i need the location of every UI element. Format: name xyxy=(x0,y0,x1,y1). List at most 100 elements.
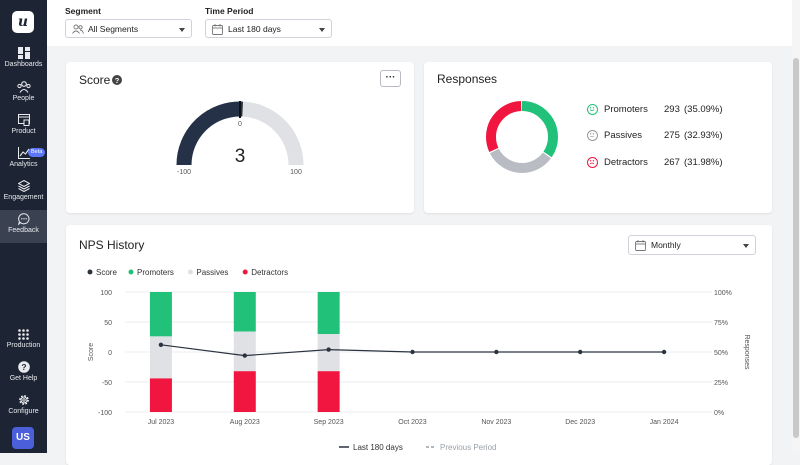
scrollbar-thumb[interactable] xyxy=(793,58,799,438)
previous-period-label[interactable]: Previous Period xyxy=(440,443,496,452)
nps-history-card: NPS History Monthly xyxy=(66,225,772,465)
legend-label: Score xyxy=(96,268,117,277)
legend-item-promoters[interactable]: Promoters xyxy=(128,268,174,277)
legend-item-score[interactable]: Score xyxy=(87,268,118,277)
interval-select[interactable]: Monthly xyxy=(628,235,756,255)
y-axis-label: Score xyxy=(88,343,95,361)
gear-icon xyxy=(18,395,29,405)
bar-promoters[interactable] xyxy=(233,292,256,332)
x-tick-label: Oct 2023 xyxy=(398,419,427,426)
time-period-label: Time Period xyxy=(205,6,254,16)
sidebar-item-label: Configure xyxy=(8,408,39,415)
bar-passives[interactable] xyxy=(149,336,172,379)
current-period-label[interactable]: Last 180 days xyxy=(353,443,403,452)
sidebar-item-production[interactable]: Production xyxy=(0,329,47,361)
legend-label: Passives xyxy=(196,268,228,277)
sidebar-item-dashboards[interactable]: Dashboards xyxy=(0,47,47,79)
sidebar-item-label: Product xyxy=(11,128,36,135)
score-gauge: 0 -100 100 3 xyxy=(176,101,304,176)
sidebar-item-feedback[interactable]: Feedback xyxy=(0,210,47,243)
promoters-label: Promoters xyxy=(604,104,648,115)
score-value: 3 xyxy=(235,146,246,167)
y-tick-label: -100 xyxy=(98,410,112,417)
x-tick-label: Jan 2024 xyxy=(650,419,679,426)
sidebar-item-product[interactable]: Product xyxy=(0,114,47,146)
bar-promoters[interactable] xyxy=(149,292,172,337)
bar-detractors[interactable] xyxy=(233,371,256,412)
more-options-button[interactable]: ··· xyxy=(380,70,401,87)
score-point[interactable] xyxy=(326,347,331,352)
chevron-down-icon xyxy=(319,28,325,32)
score-title: Score xyxy=(79,73,111,87)
donut-slice-promoters xyxy=(486,101,558,173)
bar-detractors[interactable] xyxy=(149,378,172,412)
nps-history-chart: Score Promoters Passives Detractors 100 100%… xyxy=(87,268,750,452)
responses-card: Responses Promoters 293 (35.09%) Passive… xyxy=(424,62,772,213)
help-icon[interactable]: ? xyxy=(112,75,122,85)
bar-promoters[interactable] xyxy=(317,292,340,334)
score-point[interactable] xyxy=(242,353,247,358)
score-point[interactable] xyxy=(158,342,164,347)
score-point[interactable] xyxy=(661,349,667,355)
responses-title: Responses xyxy=(437,72,498,86)
dashboard-icon xyxy=(17,47,30,59)
gauge-mid-label: 0 xyxy=(238,121,242,128)
sidebar-item-engagement[interactable]: Engagement xyxy=(0,180,47,212)
score-point[interactable] xyxy=(578,349,583,355)
sidebar-item-analytics[interactable]: Beta Analytics xyxy=(0,147,47,179)
svg-text:?: ? xyxy=(115,76,120,85)
y-tick-label: 50 xyxy=(104,320,112,327)
sidebar-item-label: Production xyxy=(6,342,41,349)
legend-label: Promoters xyxy=(137,268,174,277)
legend-item-detractors[interactable]: Detractors xyxy=(242,268,288,277)
bar-detractors[interactable] xyxy=(317,371,340,412)
y-tick-label: 100 xyxy=(100,290,112,297)
sidebar-item-people[interactable]: People xyxy=(0,81,47,113)
bar-passives[interactable] xyxy=(317,334,340,372)
legend-swatch xyxy=(128,269,134,275)
product-icon xyxy=(17,114,30,126)
analytics-icon xyxy=(17,147,30,159)
donut-slice-passives xyxy=(486,101,558,173)
svg-text:?: ? xyxy=(21,362,26,372)
segment-select[interactable]: All Segments xyxy=(65,19,192,38)
smile-icon xyxy=(587,104,598,115)
avatar[interactable]: US xyxy=(12,427,34,449)
detractors-pct: (31.98%) xyxy=(684,157,723,168)
bar-passives[interactable] xyxy=(233,331,256,372)
sidebar-item-configure[interactable]: Configure xyxy=(0,394,47,426)
score-point[interactable] xyxy=(410,349,415,355)
sidebar-item-label: People xyxy=(12,95,35,102)
feedback-icon xyxy=(17,213,29,225)
time-period-select[interactable]: Last 180 days xyxy=(205,19,332,38)
legend-item-passives[interactable]: Passives xyxy=(187,268,229,277)
sidebar-item-label: Analytics xyxy=(9,161,38,168)
x-tick-label: Sep 2023 xyxy=(314,419,344,426)
x-tick-label: Nov 2023 xyxy=(481,419,511,426)
sidebar-item-get-help[interactable]: ? Get Help xyxy=(0,361,47,393)
calendar-icon xyxy=(212,24,223,35)
x-tick-label: Aug 2023 xyxy=(230,419,260,426)
sidebar-item-label: Engagement xyxy=(3,194,44,201)
app-logo[interactable]: u xyxy=(12,11,34,33)
legend-swatch xyxy=(87,269,93,275)
engagement-icon xyxy=(17,180,30,192)
legend-label: Detractors xyxy=(251,268,288,277)
grid-icon xyxy=(18,329,29,340)
sidebar-item-label: Dashboards xyxy=(4,61,43,68)
neutral-face-icon xyxy=(587,130,598,141)
calendar-icon xyxy=(635,240,646,251)
chevron-down-icon xyxy=(743,244,749,248)
x-tick-label: Jul 2023 xyxy=(148,419,175,426)
score-point[interactable] xyxy=(494,349,499,355)
y-tick-label: 0 xyxy=(108,350,112,357)
detractors-count: 267 xyxy=(664,157,680,168)
beta-badge: Beta xyxy=(28,148,46,157)
chart-footer-legend: Last 180 days Previous Period xyxy=(339,443,496,452)
y2-tick-label: 100% xyxy=(714,290,732,297)
donut-slice-detractors xyxy=(486,101,558,173)
y2-tick-label: 75% xyxy=(714,320,728,327)
sidebar: u Dashboards People Product Beta Analyti… xyxy=(0,0,47,453)
gauge-min-label: -100 xyxy=(177,169,191,176)
y2-tick-label: 50% xyxy=(714,350,728,357)
